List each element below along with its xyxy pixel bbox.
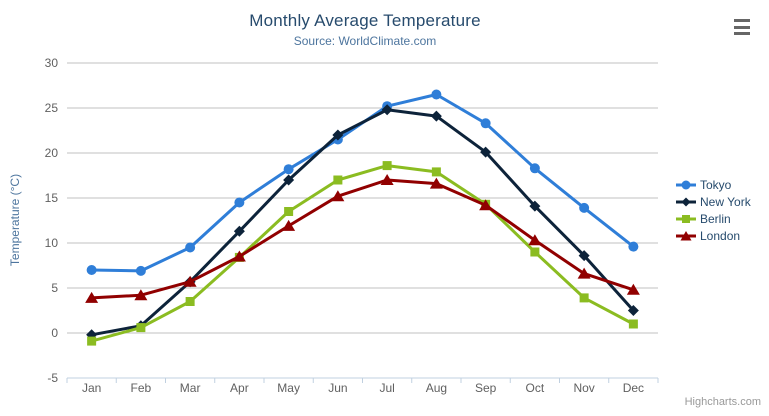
point-london-oct[interactable] [528, 234, 542, 246]
point-london-nov[interactable] [577, 267, 591, 279]
hamburger-bar [734, 25, 750, 29]
point-tokyo-nov[interactable] [579, 202, 590, 213]
point-new-york-aug[interactable] [430, 110, 442, 122]
legend-circle-icon [676, 180, 696, 189]
point-london-mar[interactable] [183, 275, 197, 287]
legend-diamond-icon [676, 197, 696, 206]
legend-item-tokyo[interactable]: Tokyo [676, 176, 751, 193]
point-tokyo-jan[interactable] [86, 265, 97, 275]
point-berlin-jan[interactable] [87, 336, 97, 346]
point-berlin-jul[interactable] [382, 161, 392, 171]
point-new-york-apr[interactable] [233, 225, 245, 237]
point-london-jun[interactable] [331, 190, 345, 202]
point-tokyo-aug[interactable] [431, 89, 442, 100]
series-new-york-line[interactable] [90, 108, 635, 337]
legend: Tokyo New York Berlin London [676, 176, 751, 244]
legend-item-london[interactable]: London [676, 227, 751, 244]
hamburger-bar [734, 19, 750, 22]
hamburger-bar [734, 32, 750, 35]
y-axis-label: 15 [45, 191, 59, 205]
point-new-york-nov[interactable] [578, 250, 590, 262]
point-tokyo-sep[interactable] [480, 118, 491, 129]
point-london-may[interactable] [282, 219, 296, 231]
y-axis-title: Temperature (°C) [8, 173, 22, 267]
point-tokyo-mar[interactable] [185, 242, 196, 253]
point-london-apr[interactable] [232, 250, 246, 262]
x-axis-label: Apr [230, 381, 249, 395]
point-berlin-mar[interactable] [185, 297, 195, 306]
point-berlin-jun[interactable] [333, 175, 343, 185]
legend-item-new-york[interactable]: New York [676, 193, 751, 210]
point-tokyo-feb[interactable] [135, 265, 146, 276]
chart-subtitle: Source: WorldClimate.com [293, 34, 437, 48]
point-new-york-may[interactable] [283, 174, 295, 186]
point-london-sep[interactable] [479, 199, 493, 211]
y-axis-label: 10 [45, 236, 59, 250]
point-london-jan[interactable] [85, 291, 99, 303]
x-axis-label: Aug [426, 381, 447, 395]
point-berlin-aug[interactable] [431, 167, 441, 177]
x-axis-label: Sep [475, 381, 497, 395]
x-axis-label: Nov [573, 381, 594, 395]
legend-triangle-icon [676, 230, 696, 240]
point-tokyo-apr[interactable] [234, 197, 245, 208]
x-axis-label: Mar [180, 381, 201, 395]
chart-title: Monthly Average Temperature [249, 11, 481, 30]
point-berlin-dec[interactable] [628, 319, 638, 329]
point-berlin-nov[interactable] [579, 293, 589, 303]
y-axis-label: 0 [51, 326, 58, 340]
point-berlin-may[interactable] [284, 207, 294, 216]
point-tokyo-may[interactable] [283, 164, 294, 175]
legend-square-icon [676, 214, 696, 223]
point-berlin-feb[interactable] [136, 323, 146, 333]
point-berlin-oct[interactable] [530, 247, 540, 257]
point-new-york-dec[interactable] [627, 305, 639, 316]
legend-label: Tokyo [700, 177, 732, 192]
x-axis-label: May [277, 381, 300, 395]
y-axis-label: -5 [47, 371, 58, 385]
series-berlin-line[interactable] [90, 164, 635, 343]
point-london-dec[interactable] [626, 283, 640, 295]
y-axis-label: 20 [45, 146, 59, 160]
legend-label: London [700, 228, 741, 243]
point-new-york-sep[interactable] [480, 146, 492, 158]
point-london-feb[interactable] [134, 289, 148, 301]
hamburger-icon[interactable] [734, 19, 754, 35]
point-new-york-jun[interactable] [332, 129, 344, 141]
point-new-york-jul[interactable] [381, 104, 393, 116]
x-axis-label: Dec [623, 381, 644, 395]
x-axis-label: Jan [82, 381, 101, 395]
credits-link[interactable]: Highcharts.com [684, 396, 761, 408]
y-axis-label: 5 [51, 281, 58, 295]
point-london-jul[interactable] [380, 174, 394, 185]
legend-label: Berlin [700, 211, 731, 226]
point-new-york-oct[interactable] [529, 200, 541, 212]
point-tokyo-dec[interactable] [628, 241, 639, 252]
series-london-line[interactable] [90, 178, 635, 300]
legend-item-berlin[interactable]: Berlin [676, 210, 751, 227]
x-axis-label: Oct [526, 381, 545, 395]
y-axis-label: 30 [45, 56, 59, 70]
x-axis-label: Jun [328, 381, 347, 395]
x-axis-label: Jul [379, 381, 394, 395]
legend-label: New York [700, 194, 751, 209]
point-tokyo-oct[interactable] [529, 163, 540, 174]
y-axis-label: 25 [45, 101, 59, 115]
x-axis-label: Feb [131, 381, 152, 395]
point-london-aug[interactable] [429, 177, 443, 189]
